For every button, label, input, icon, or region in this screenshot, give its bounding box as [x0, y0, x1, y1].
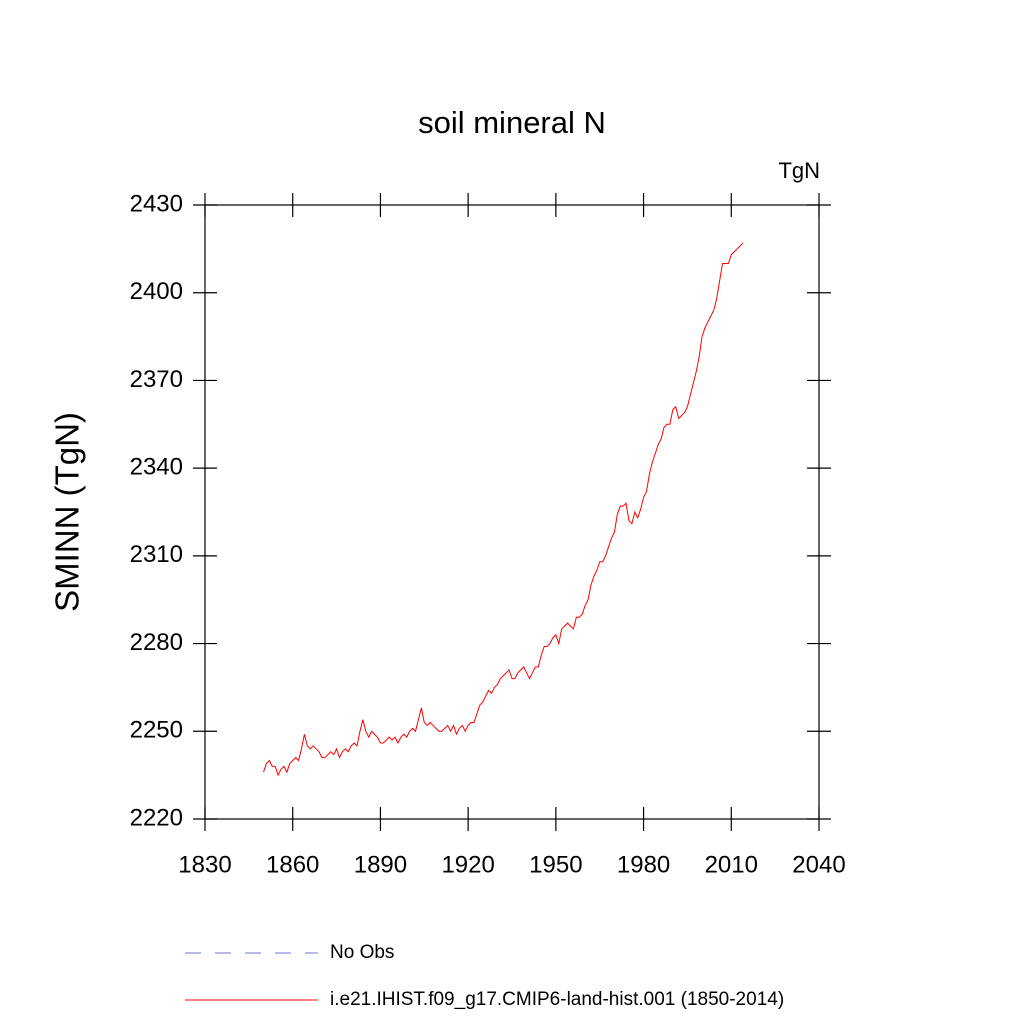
y-tick-label: 2370: [130, 366, 183, 393]
x-tick-label: 1920: [441, 851, 494, 878]
y-tick-label: 2340: [130, 453, 183, 480]
legend-label: No Obs: [330, 942, 394, 963]
y-axis-label: SMINN (TgN): [49, 412, 86, 612]
plot-frame: [204, 204, 820, 820]
x-tick-label: 1830: [178, 851, 231, 878]
y-tick-label: 2280: [130, 629, 183, 656]
y-tick-label: 2400: [130, 278, 183, 305]
x-tick-label: 2010: [705, 851, 758, 878]
y-tick-label: 2250: [130, 717, 183, 744]
x-tick-label: 1860: [266, 851, 319, 878]
units-label: TgN: [778, 158, 820, 183]
data-line: [263, 242, 744, 777]
x-tick-label: 2040: [792, 851, 845, 878]
legend-label: i.e21.IHIST.f09_g17.CMIP6-land-hist.001 …: [330, 989, 784, 1010]
x-tick-label: 1890: [354, 851, 407, 878]
y-tick-label: 2430: [130, 190, 183, 217]
x-tick-label: 1950: [529, 851, 582, 878]
chart-title: soil mineral N: [418, 105, 606, 140]
y-tick-label: 2220: [130, 804, 183, 831]
x-tick-label: 1980: [617, 851, 670, 878]
y-tick-label: 2310: [130, 541, 183, 568]
